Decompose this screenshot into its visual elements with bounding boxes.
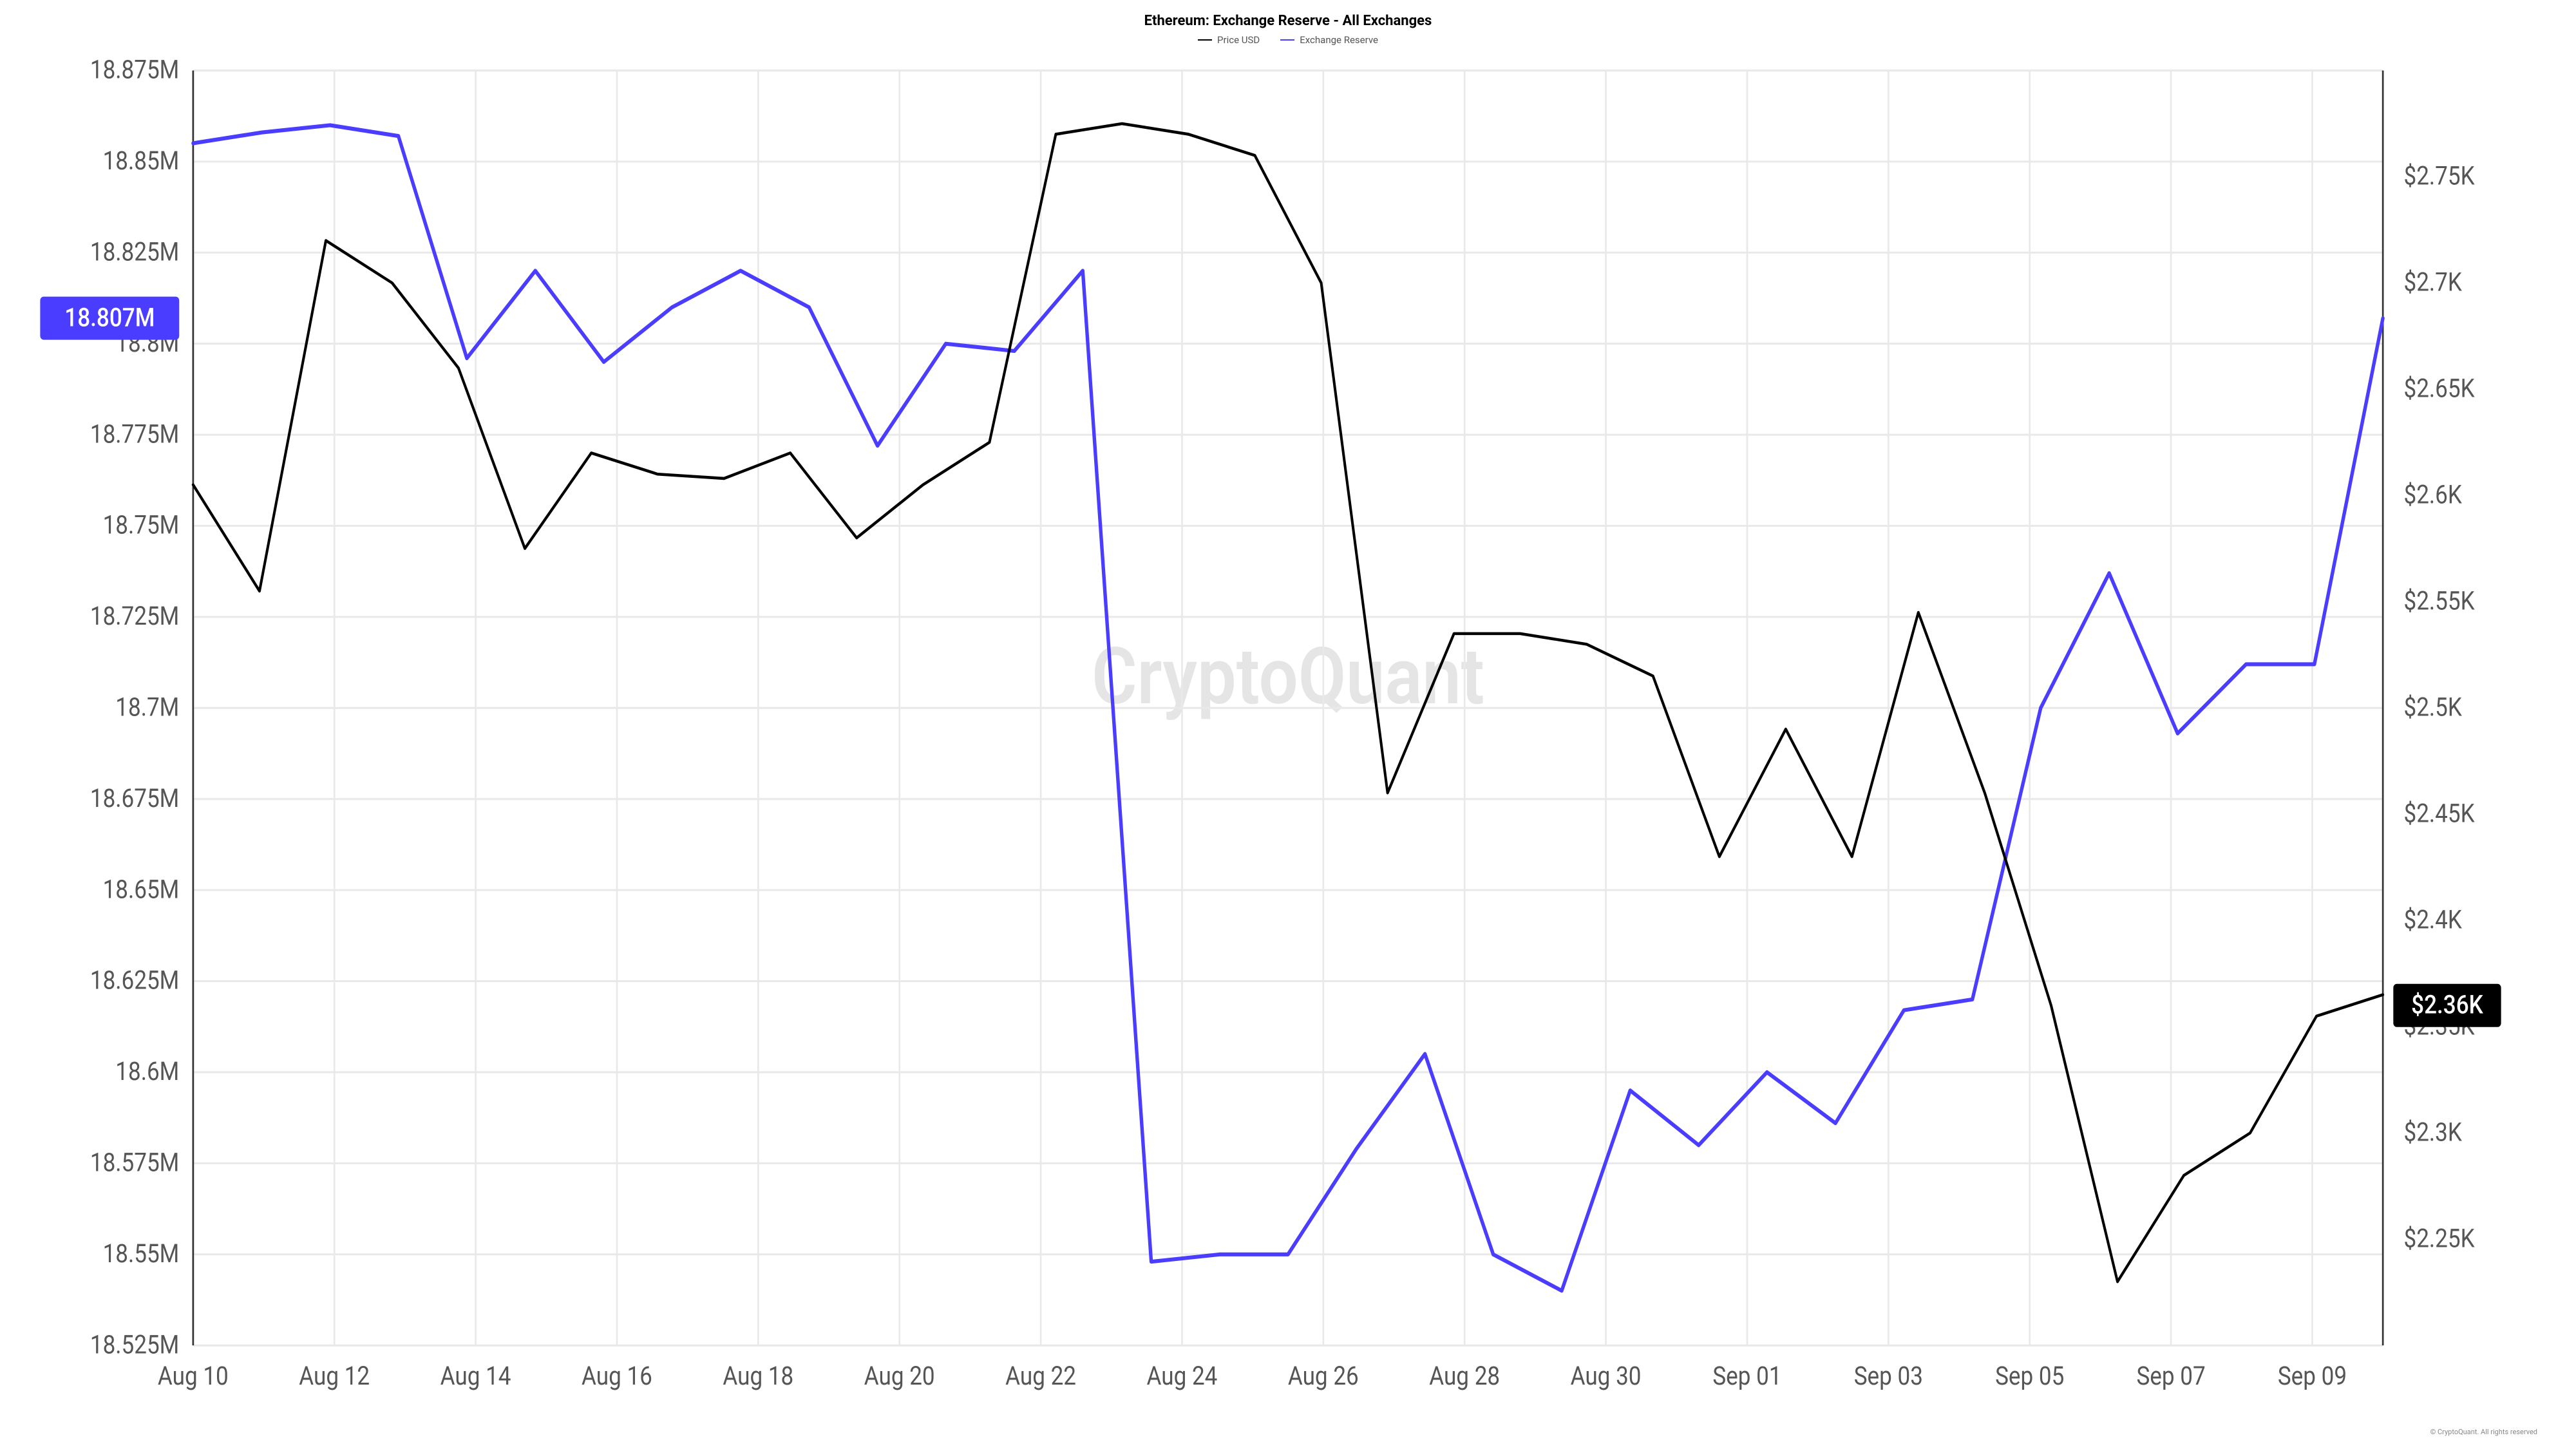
x-tick: Aug 12 <box>299 1361 370 1392</box>
legend-swatch-reserve <box>1280 39 1294 41</box>
y-left-tick: 18.65M <box>103 875 180 905</box>
y-right-tick: $2.65K <box>2404 374 2476 404</box>
y-left-tick: 18.725M <box>90 601 179 632</box>
legend-label-price: Price USD <box>1217 34 1260 46</box>
y-left-tick: 18.575M <box>90 1148 179 1179</box>
y-left-tick: 18.6M <box>115 1057 179 1087</box>
y-right-tick: $2.75K <box>2404 162 2476 192</box>
legend-item-reserve: Exchange Reserve <box>1280 34 1378 46</box>
x-tick: Sep 05 <box>1995 1361 2064 1392</box>
x-tick: Aug 14 <box>440 1361 511 1392</box>
x-tick: Aug 30 <box>1571 1361 1642 1392</box>
x-tick: Sep 09 <box>2278 1361 2347 1392</box>
x-tick: Aug 28 <box>1429 1361 1500 1392</box>
badge-price-text: $2.36K <box>2411 990 2483 1020</box>
y-right-tick: $2.6K <box>2404 480 2463 511</box>
x-tick: Aug 24 <box>1147 1361 1218 1392</box>
legend-label-reserve: Exchange Reserve <box>1300 34 1378 46</box>
badge-reserve-text: 18.807M <box>64 303 155 333</box>
y-left-tick: 18.525M <box>90 1330 179 1360</box>
y-right-tick: $2.4K <box>2404 905 2463 935</box>
y-right-tick: $2.55K <box>2404 587 2476 617</box>
x-tick: Aug 18 <box>723 1361 793 1392</box>
x-tick: Aug 16 <box>582 1361 652 1392</box>
chart-svg: CryptoQuant 18.525M 18.55M 18.575M 18.6M 18.6… <box>19 51 2557 1424</box>
y-right-tick: $2.7K <box>2404 268 2463 298</box>
x-tick: Sep 03 <box>1854 1361 1923 1392</box>
x-tick: Aug 10 <box>158 1361 229 1392</box>
y-right-tick: $2.45K <box>2404 799 2476 829</box>
chart-footer: © CryptoQuant. All rights reserved <box>19 1428 2557 1436</box>
y-left-tick: 18.55M <box>103 1239 180 1269</box>
y-left-tick: 18.85M <box>103 146 180 176</box>
x-tick: Sep 07 <box>2136 1361 2205 1392</box>
y-left-tick: 18.7M <box>115 693 179 723</box>
x-tick: Aug 22 <box>1005 1361 1076 1392</box>
y-right-tick: $2.3K <box>2404 1117 2463 1148</box>
chart-plot-area: CryptoQuant 18.525M 18.55M 18.575M 18.6M 18.6… <box>19 51 2557 1424</box>
chart-title: Ethereum: Exchange Reserve - All Exchang… <box>1144 13 1432 29</box>
y-left-tick: 18.875M <box>90 55 179 86</box>
y-left-tick: 18.825M <box>90 237 179 267</box>
watermark: CryptoQuant <box>1092 631 1484 723</box>
y-left-tick: 18.675M <box>90 784 179 814</box>
x-tick: Sep 01 <box>1712 1361 1781 1392</box>
x-tick: Aug 20 <box>864 1361 935 1392</box>
y-right-tick: $2.5K <box>2404 693 2463 723</box>
x-tick: Aug 26 <box>1288 1361 1359 1392</box>
y-right-tick: $2.25K <box>2404 1224 2476 1254</box>
legend-swatch-price <box>1198 39 1212 41</box>
legend: Price USD Exchange Reserve <box>1198 34 1378 46</box>
y-left-tick: 18.775M <box>90 419 179 450</box>
y-left-tick: 18.625M <box>90 966 179 996</box>
y-left-tick: 18.75M <box>103 511 180 541</box>
legend-item-price: Price USD <box>1198 34 1260 46</box>
